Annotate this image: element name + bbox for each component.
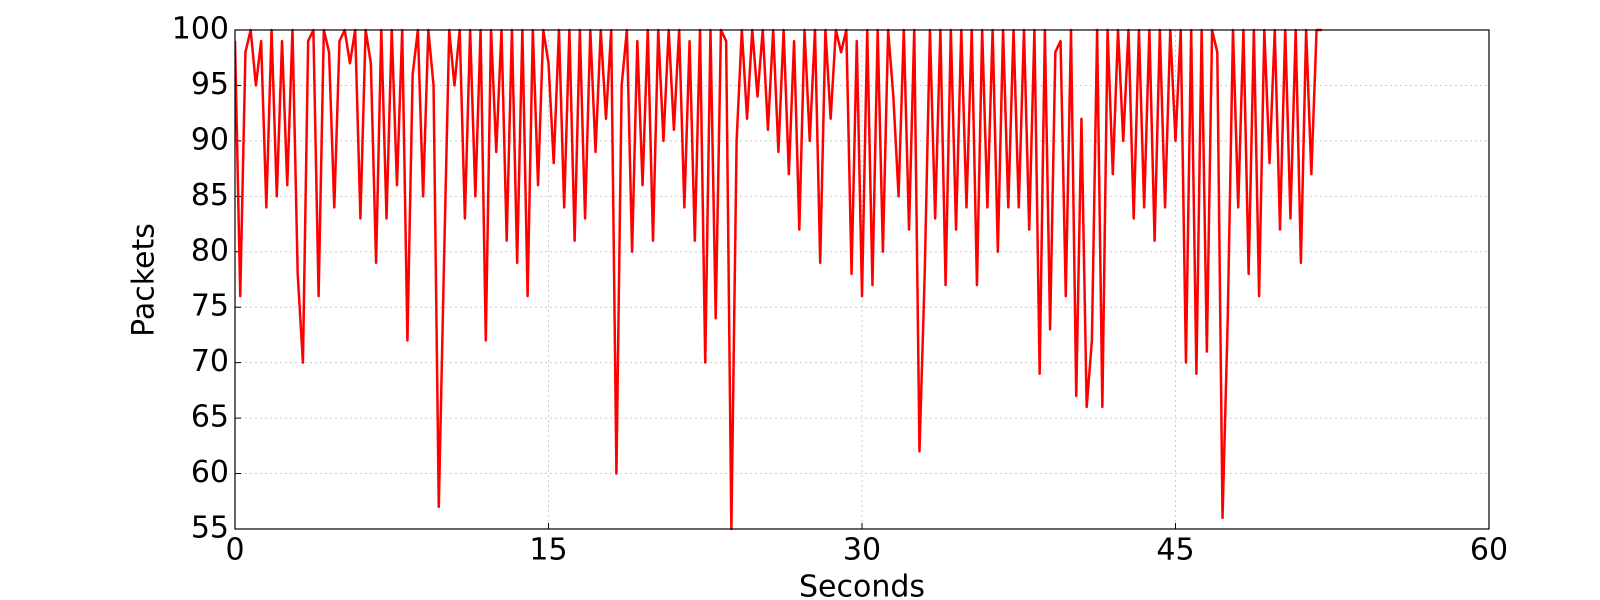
x-axis-label: Seconds (799, 570, 925, 600)
y-axis-label: Packets (127, 223, 162, 337)
y-tick-label: 90 (191, 122, 229, 157)
x-tick-label: 15 (529, 533, 567, 568)
y-tick-label: 100 (172, 12, 229, 47)
x-tick-label: 45 (1156, 533, 1194, 568)
y-tick-label: 60 (191, 455, 229, 490)
y-tick-label: 95 (191, 67, 229, 102)
y-tick-label: 85 (191, 178, 229, 213)
x-tick-label: 30 (843, 533, 881, 568)
y-tick-label: 65 (191, 400, 229, 435)
plot-frame (234, 29, 1490, 530)
y-tick-label: 75 (191, 289, 229, 324)
data-line (235, 28, 1322, 531)
x-tick-label: 60 (1470, 533, 1508, 568)
y-tick-label: 70 (191, 344, 229, 379)
x-tick-label: 0 (225, 533, 244, 568)
y-tick-label: 55 (191, 511, 229, 546)
y-tick-label: 80 (191, 233, 229, 268)
